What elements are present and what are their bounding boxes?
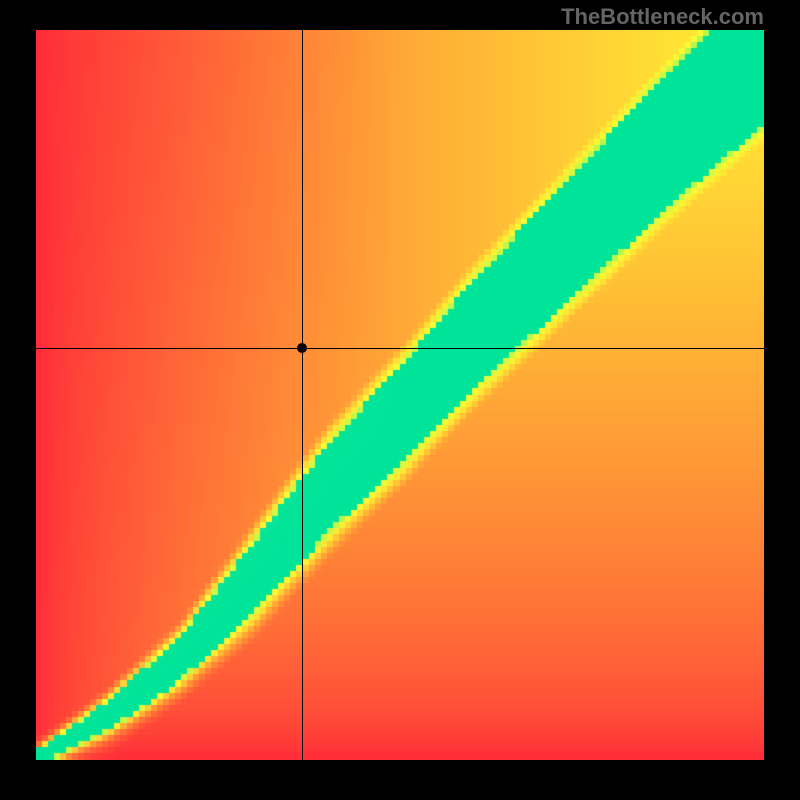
heatmap-canvas: [36, 30, 764, 760]
crosshair-horizontal: [36, 348, 764, 349]
crosshair-vertical: [302, 30, 303, 760]
data-point-marker: [297, 343, 307, 353]
watermark-text: TheBottleneck.com: [561, 4, 764, 30]
bottleneck-chart: TheBottleneck.com: [0, 0, 800, 800]
plot-area: [36, 30, 764, 760]
